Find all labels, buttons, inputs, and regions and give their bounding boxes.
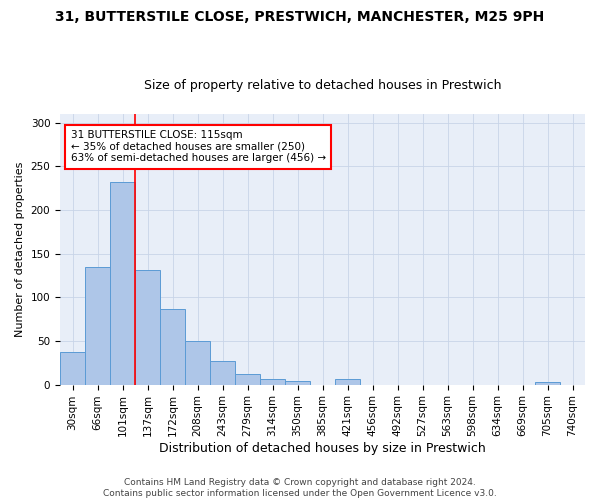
Bar	[110, 182, 135, 384]
Bar	[235, 374, 260, 384]
Text: Contains HM Land Registry data © Crown copyright and database right 2024.
Contai: Contains HM Land Registry data © Crown c…	[103, 478, 497, 498]
Text: 31, BUTTERSTILE CLOSE, PRESTWICH, MANCHESTER, M25 9PH: 31, BUTTERSTILE CLOSE, PRESTWICH, MANCHE…	[55, 10, 545, 24]
Bar	[260, 380, 285, 384]
Text: 31 BUTTERSTILE CLOSE: 115sqm
← 35% of detached houses are smaller (250)
63% of s: 31 BUTTERSTILE CLOSE: 115sqm ← 35% of de…	[71, 130, 326, 164]
Y-axis label: Number of detached properties: Number of detached properties	[15, 162, 25, 337]
Bar	[535, 382, 560, 384]
Bar	[285, 381, 310, 384]
Bar	[60, 352, 85, 384]
Title: Size of property relative to detached houses in Prestwich: Size of property relative to detached ho…	[144, 79, 501, 92]
Bar	[160, 308, 185, 384]
X-axis label: Distribution of detached houses by size in Prestwich: Distribution of detached houses by size …	[159, 442, 486, 455]
Bar	[335, 380, 360, 384]
Bar	[135, 270, 160, 384]
Bar	[185, 341, 210, 384]
Bar	[210, 361, 235, 384]
Bar	[85, 267, 110, 384]
